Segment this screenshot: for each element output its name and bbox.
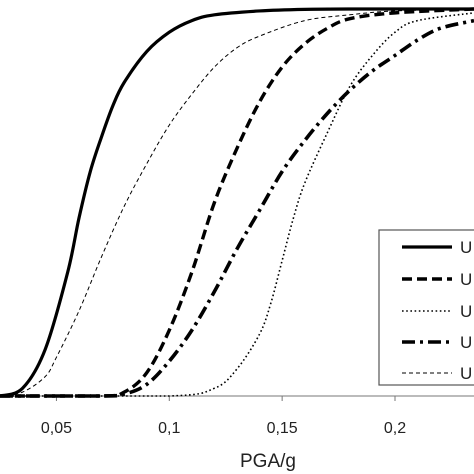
series-line-5	[0, 8, 474, 397]
legend-label-1: U	[460, 238, 472, 257]
series-group	[0, 7, 474, 398]
x-tick-label: 0,2	[384, 420, 406, 437]
x-tick-label: 0,05	[41, 420, 72, 437]
legend-label-2: U	[460, 270, 472, 289]
x-tick-label: 0,1	[158, 420, 180, 437]
x-tick-label: 0,15	[267, 420, 298, 437]
series-line-1	[0, 7, 474, 398]
x-axis-title: PGA/g	[240, 451, 296, 472]
series-line-4	[0, 18, 474, 398]
legend-label-4: U	[460, 333, 472, 352]
legend-label-5: U	[460, 364, 472, 383]
x-ticks: 0,050,10,150,20,2	[41, 396, 406, 437]
series-line-3	[0, 12, 474, 397]
series-line-2	[0, 7, 474, 398]
legend-box	[378, 229, 474, 386]
legend-label-3: U	[460, 302, 472, 321]
